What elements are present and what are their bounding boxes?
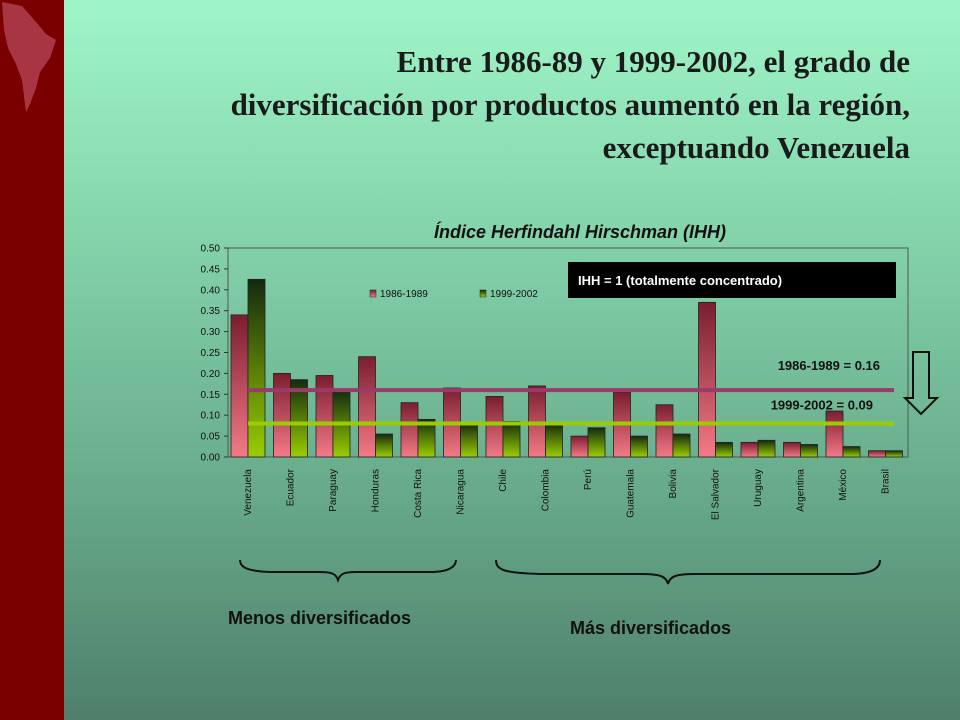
bar-1986-1989	[358, 356, 376, 458]
y-tick-label: 0.25	[201, 348, 221, 359]
bar-1999-2002	[247, 278, 266, 458]
bar-1986-1989	[868, 450, 886, 458]
slide-title: Entre 1986-89 y 1999-2002, el grado de d…	[100, 40, 910, 169]
x-tick-label: Paraguay	[328, 469, 339, 512]
x-tick-label: Bolivia	[668, 469, 679, 499]
bar-1999-2002	[630, 435, 648, 458]
y-tick-label: 0.50	[201, 244, 221, 255]
legend-label-1986-1989: 1986-1989	[380, 289, 428, 300]
bar-1999-2002	[290, 379, 308, 458]
slide-title-line: Entre 1986-89 y 1999-2002, el grado de	[396, 44, 910, 79]
y-tick-label: 0.15	[201, 390, 221, 401]
x-tick-label: Colombia	[541, 469, 552, 512]
y-tick-label: 0.30	[201, 327, 221, 338]
y-tick-label: 0.05	[201, 432, 221, 443]
group-label-more: Más diversificados	[570, 618, 732, 638]
reference-label-1999-2002: 1999-2002 = 0.09	[771, 397, 873, 412]
group-label-less: Menos diversificados	[228, 608, 412, 628]
annotation-box-label: IHH = 1 (totalmente concentrado)	[578, 273, 782, 288]
y-tick-label: 0.45	[201, 264, 221, 275]
south-america-map-icon	[2, 2, 56, 112]
slide-title-line: diversificación por productos aumentó en…	[230, 87, 910, 122]
y-tick-label: 0.40	[201, 285, 221, 296]
bar-1986-1989	[783, 441, 801, 458]
bar-1986-1989	[698, 301, 716, 458]
bar-1986-1989	[485, 395, 504, 458]
y-tick-label: 0.35	[201, 306, 221, 317]
annotation-box	[568, 262, 896, 298]
reference-label-1986-1989: 1986-1989 = 0.16	[778, 358, 880, 373]
y-tick-label: 0.20	[201, 369, 221, 380]
x-tick-label: Venezuela	[243, 469, 254, 516]
bar-1986-1989	[528, 385, 546, 458]
bar-1999-2002	[715, 441, 733, 458]
brace-less-diversified	[239, 559, 457, 584]
bar-1999-2002	[587, 427, 606, 458]
bar-1999-2002	[460, 423, 478, 458]
legend-swatch-1999-2002	[479, 289, 487, 298]
bar-1986-1989	[655, 404, 674, 458]
bar-1986-1989	[400, 402, 419, 458]
x-tick-label: Ecuador	[286, 468, 297, 506]
bar-1999-2002	[502, 421, 521, 458]
x-tick-label: El Salvador	[711, 468, 722, 520]
bar-1999-2002	[885, 450, 903, 458]
brace-more-diversified	[495, 559, 881, 585]
x-tick-label: Argentina	[796, 469, 807, 512]
x-tick-label: Brasil	[881, 469, 892, 494]
y-tick-label: 0.10	[201, 411, 221, 422]
bar-1999-2002	[800, 444, 818, 458]
x-tick-label: Perú	[583, 469, 594, 490]
bar-1999-2002	[757, 439, 776, 458]
down-arrow-icon	[902, 351, 940, 416]
x-tick-label: Honduras	[371, 469, 382, 512]
bar-1986-1989	[273, 372, 291, 458]
x-tick-label: Guatemala	[626, 469, 637, 518]
bar-1999-2002	[375, 433, 393, 458]
legend-swatch-1986-1989	[369, 289, 377, 298]
slide-title-line: exceptuando Venezuela	[602, 130, 910, 165]
legend-label-1999-2002: 1999-2002	[490, 289, 538, 300]
bar-1986-1989	[315, 375, 334, 458]
x-tick-label: Costa Rica	[413, 469, 424, 518]
bar-1999-2002	[842, 446, 861, 458]
x-tick-label: Uruguay	[753, 469, 764, 507]
x-tick-label: Chile	[498, 469, 509, 492]
bar-1986-1989	[740, 441, 759, 458]
bar-1986-1989	[825, 410, 844, 458]
bar-1999-2002	[545, 423, 563, 458]
x-tick-label: Nicaragua	[456, 469, 467, 515]
chart-title: Índice Herfindahl Hirschman (IHH)	[433, 222, 727, 242]
bar-1999-2002	[672, 433, 691, 458]
bar-1999-2002	[417, 418, 436, 458]
bar-1986-1989	[570, 435, 589, 458]
x-tick-label: México	[838, 469, 849, 501]
bar-1986-1989	[230, 314, 249, 458]
y-tick-label: 0.00	[201, 453, 221, 464]
sidebar-band	[0, 0, 64, 720]
